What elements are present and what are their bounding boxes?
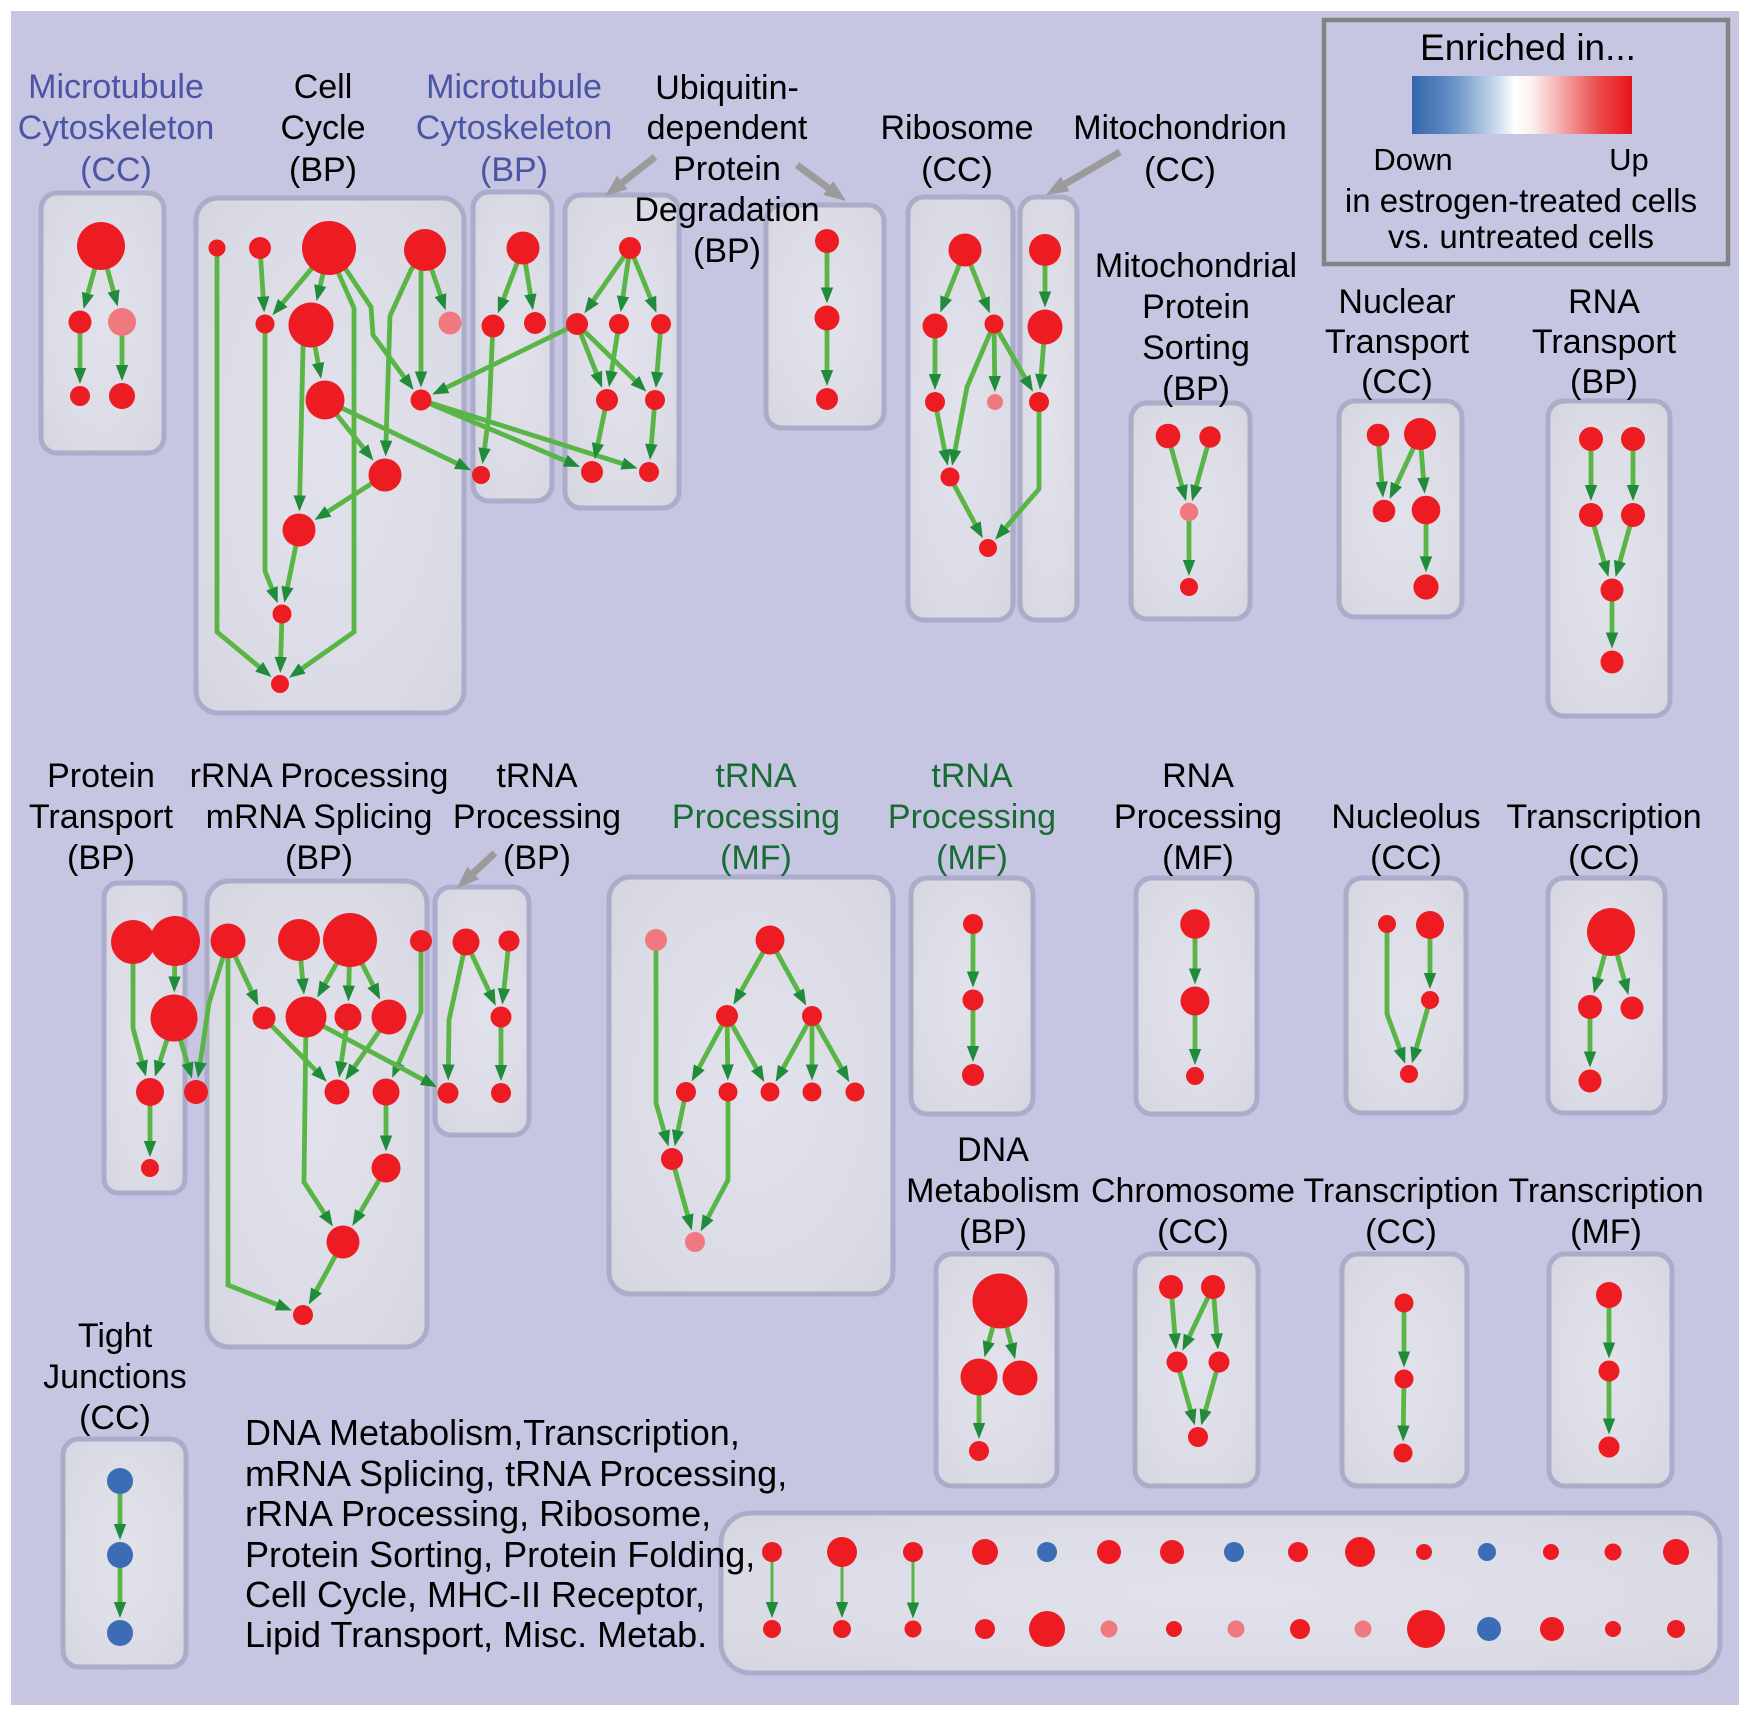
svg-text:tRNA: tRNA	[496, 757, 578, 795]
svg-text:Protein Sorting, Protein Foldi: Protein Sorting, Protein Folding,	[245, 1534, 755, 1575]
svg-text:Lipid Transport, Misc. Metab.: Lipid Transport, Misc. Metab.	[245, 1614, 707, 1655]
svg-text:Enriched in...: Enriched in...	[1420, 27, 1636, 68]
svg-text:Processing: Processing	[672, 798, 840, 836]
svg-text:(MF): (MF)	[720, 839, 792, 877]
svg-text:(BP): (BP)	[959, 1213, 1027, 1251]
svg-text:(CC): (CC)	[1370, 839, 1442, 877]
svg-text:(CC): (CC)	[1361, 363, 1433, 401]
svg-text:(BP): (BP)	[1162, 370, 1230, 408]
svg-text:Cell: Cell	[294, 68, 353, 106]
svg-text:tRNA: tRNA	[931, 757, 1013, 795]
svg-text:Cell Cycle, MHC-II Receptor,: Cell Cycle, MHC-II Receptor,	[245, 1574, 705, 1615]
svg-text:RNA: RNA	[1568, 283, 1640, 321]
svg-text:Nuclear: Nuclear	[1338, 283, 1455, 321]
svg-text:(CC): (CC)	[921, 151, 993, 189]
svg-text:Ribosome: Ribosome	[880, 109, 1033, 147]
svg-text:in estrogen-treated cells: in estrogen-treated cells	[1345, 182, 1697, 219]
svg-text:Junctions: Junctions	[43, 1358, 187, 1396]
svg-text:(MF): (MF)	[1570, 1213, 1642, 1251]
svg-text:Transport: Transport	[1325, 323, 1470, 361]
svg-text:mRNA Splicing, tRNA Processing: mRNA Splicing, tRNA Processing,	[245, 1453, 787, 1494]
svg-text:Microtubule: Microtubule	[28, 68, 204, 106]
svg-text:Ubiquitin-: Ubiquitin-	[655, 69, 799, 107]
svg-text:Mitochondrion: Mitochondrion	[1073, 109, 1287, 147]
svg-text:Down: Down	[1373, 142, 1452, 177]
svg-text:dependent: dependent	[647, 109, 808, 147]
svg-text:(BP): (BP)	[693, 232, 761, 270]
svg-text:rRNA Processing: rRNA Processing	[190, 757, 449, 795]
svg-text:DNA Metabolism,Transcription,: DNA Metabolism,Transcription,	[245, 1412, 740, 1453]
svg-text:Tight: Tight	[78, 1317, 153, 1355]
svg-text:(CC): (CC)	[1144, 151, 1216, 189]
svg-text:Transport: Transport	[1532, 323, 1677, 361]
svg-text:rRNA Processing, Ribosome,: rRNA Processing, Ribosome,	[245, 1493, 711, 1534]
svg-text:(MF): (MF)	[1162, 839, 1234, 877]
svg-text:Protein: Protein	[1142, 288, 1250, 326]
svg-text:(BP): (BP)	[289, 151, 357, 189]
svg-text:Transcription: Transcription	[1508, 1172, 1703, 1210]
svg-text:vs. untreated cells: vs. untreated cells	[1388, 218, 1654, 255]
svg-text:RNA: RNA	[1162, 757, 1234, 795]
svg-text:(CC): (CC)	[1157, 1213, 1229, 1251]
svg-text:(BP): (BP)	[503, 839, 571, 877]
svg-text:Transcription: Transcription	[1303, 1172, 1498, 1210]
svg-text:(CC): (CC)	[1568, 839, 1640, 877]
svg-text:Mitochondrial: Mitochondrial	[1095, 247, 1297, 285]
svg-text:Microtubule: Microtubule	[426, 68, 602, 106]
svg-text:(CC): (CC)	[80, 151, 152, 189]
svg-text:Cycle: Cycle	[280, 109, 365, 147]
svg-text:(CC): (CC)	[1365, 1213, 1437, 1251]
svg-text:Processing: Processing	[1114, 798, 1282, 836]
svg-text:Metabolism: Metabolism	[906, 1172, 1080, 1210]
svg-text:(BP): (BP)	[1570, 363, 1638, 401]
svg-text:mRNA Splicing: mRNA Splicing	[206, 798, 433, 836]
svg-text:(CC): (CC)	[79, 1399, 151, 1437]
svg-text:Up: Up	[1609, 142, 1649, 177]
svg-text:Degradation: Degradation	[634, 191, 819, 229]
svg-text:(BP): (BP)	[480, 151, 548, 189]
svg-text:(BP): (BP)	[285, 839, 353, 877]
svg-text:Chromosome: Chromosome	[1091, 1172, 1295, 1210]
svg-text:Transcription: Transcription	[1506, 798, 1701, 836]
svg-text:Sorting: Sorting	[1142, 329, 1250, 367]
svg-text:Processing: Processing	[888, 798, 1056, 836]
svg-text:Protein: Protein	[47, 757, 155, 795]
svg-text:Processing: Processing	[453, 798, 621, 836]
svg-text:DNA: DNA	[957, 1131, 1029, 1169]
svg-text:tRNA: tRNA	[715, 757, 797, 795]
svg-text:Cytoskeleton: Cytoskeleton	[18, 109, 215, 147]
svg-text:Cytoskeleton: Cytoskeleton	[416, 109, 613, 147]
svg-text:Protein: Protein	[673, 150, 781, 188]
svg-text:Nucleolus: Nucleolus	[1331, 798, 1480, 836]
svg-text:Transport: Transport	[29, 798, 174, 836]
svg-text:(MF): (MF)	[936, 839, 1008, 877]
svg-text:(BP): (BP)	[67, 839, 135, 877]
